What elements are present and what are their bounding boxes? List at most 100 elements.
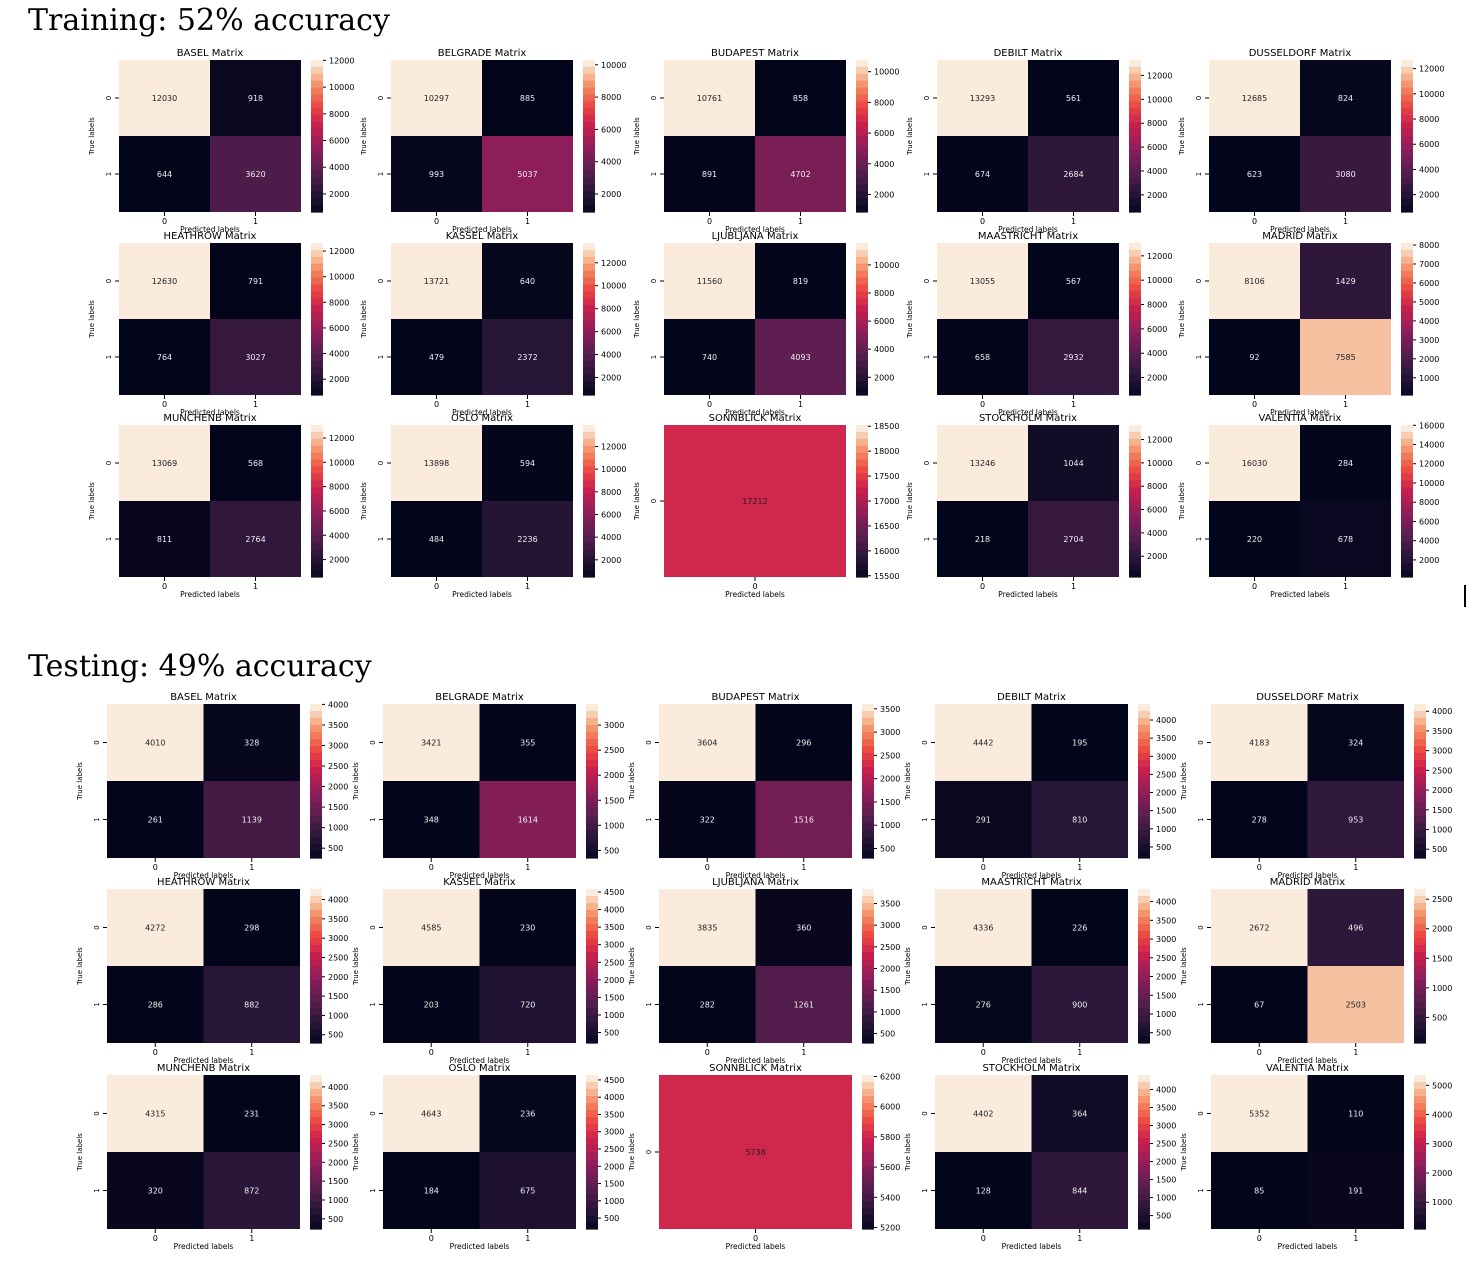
- matrix-cell: [1209, 425, 1300, 501]
- x-axis-label: Predicted labels: [726, 1056, 786, 1065]
- colorbar-segment: [1414, 1159, 1426, 1167]
- colorbar-tick-label: 10000: [329, 83, 354, 92]
- colorbar-tick-label: 1000: [1419, 374, 1439, 383]
- colorbar-segment: [586, 1208, 598, 1216]
- colorbar-segment: [1414, 896, 1426, 904]
- colorbar-tick-label: 5200: [880, 1223, 900, 1232]
- colorbar-segment: [1129, 87, 1141, 96]
- colorbar-tick-label: 12000: [1419, 65, 1444, 74]
- colorbar-tick-label: 3500: [328, 915, 348, 924]
- colorbar-segment: [1129, 535, 1141, 544]
- matrix-heathrow-matrix: HEATHROW Matrix 4272 298 286 882 0 1 True label…: [76, 877, 348, 1065]
- colorbar-segment: [310, 837, 322, 845]
- colorbar-tick-label: 2500: [604, 1145, 624, 1154]
- colorbar-tick-label: 6000: [1147, 506, 1167, 515]
- colorbar-segment: [583, 425, 595, 433]
- colorbar-segment: [862, 1208, 874, 1216]
- colorbar-segment: [311, 360, 323, 368]
- colorbar-segment: [586, 774, 598, 782]
- y-axis-label: True labels: [633, 117, 641, 156]
- y-tick-label: 0: [921, 740, 929, 744]
- colorbar-segment: [862, 903, 874, 911]
- matrix-title: LJUBLJANA Matrix: [712, 877, 799, 888]
- colorbar-segment: [856, 332, 868, 341]
- matrix-title: BUDAPEST Matrix: [711, 48, 799, 59]
- colorbar-tick-label: 12000: [1147, 252, 1172, 261]
- colorbar-segment: [1401, 163, 1413, 172]
- cell-value: 1139: [242, 816, 262, 825]
- y-tick-label: 0: [923, 461, 931, 465]
- colorbar-segment: [862, 1145, 874, 1153]
- colorbar-tick-label: 12000: [1147, 71, 1172, 80]
- cell-value: 13069: [152, 459, 177, 468]
- y-axis-label: True labels: [88, 117, 96, 156]
- colorbar-segment: [586, 718, 598, 726]
- colorbar-segment: [1129, 325, 1141, 334]
- colorbar-segment: [1129, 556, 1141, 564]
- colorbar-segment: [310, 1036, 322, 1044]
- colorbar-tick-label: 8000: [1419, 241, 1439, 250]
- colorbar-segment: [1401, 353, 1413, 362]
- colorbar-segment: [586, 767, 598, 775]
- colorbar-segment: [583, 108, 595, 116]
- cell-value: 348: [424, 816, 439, 825]
- colorbar-segment: [862, 910, 874, 918]
- y-axis-label: True labels: [628, 947, 636, 986]
- colorbar-segment: [311, 156, 323, 165]
- x-axis-label: Predicted labels: [726, 1242, 786, 1251]
- colorbar-segment: [1138, 910, 1150, 918]
- matrix-title: MUNCHENB Matrix: [157, 1063, 250, 1074]
- y-axis-label: True labels: [1180, 1133, 1188, 1172]
- colorbar-segment: [1129, 473, 1141, 481]
- colorbar-segment: [586, 1075, 598, 1083]
- cell-value: 674: [975, 170, 990, 179]
- cell-value: 5037: [517, 170, 537, 179]
- matrix-cell: [1307, 889, 1404, 966]
- matrix-cell: [203, 966, 300, 1043]
- colorbar-segment: [583, 480, 595, 488]
- colorbar-tick-label: 500: [1432, 1013, 1447, 1022]
- colorbar-segment: [310, 739, 322, 747]
- x-axis-label: Predicted labels: [180, 408, 240, 417]
- y-tick-label: 1: [369, 1002, 377, 1006]
- colorbar-segment: [856, 556, 868, 564]
- cell-value: 13898: [424, 459, 449, 468]
- colorbar-tick-label: 1500: [604, 796, 624, 805]
- x-tick-label: 1: [1353, 1234, 1358, 1243]
- colorbar-tick-label: 2000: [601, 190, 621, 199]
- cell-value: 230: [520, 924, 535, 933]
- colorbar-segment: [311, 73, 323, 82]
- matrix-cell: [210, 425, 301, 501]
- colorbar-segment: [1414, 725, 1426, 733]
- cell-value: 2372: [517, 353, 537, 362]
- colorbar-tick-label: 1500: [1432, 806, 1452, 815]
- x-tick-label: 0: [981, 1234, 986, 1243]
- colorbar-segment: [1414, 1015, 1426, 1023]
- colorbar-segment: [583, 319, 595, 327]
- colorbar-segment: [862, 718, 874, 726]
- colorbar-segment: [862, 938, 874, 946]
- matrix-cell: [937, 60, 1028, 136]
- colorbar-segment: [311, 191, 323, 199]
- colorbar-segment: [310, 1096, 322, 1104]
- x-tick-label: 0: [980, 400, 985, 409]
- matrix-cell: [1211, 704, 1308, 781]
- colorbar-tick-label: 5000: [1432, 1081, 1452, 1090]
- x-tick-label: 1: [1071, 400, 1076, 409]
- colorbar-segment: [583, 381, 595, 389]
- cell-value: 764: [157, 353, 172, 362]
- colorbar-segment: [583, 80, 595, 89]
- colorbar-segment: [856, 122, 868, 130]
- matrix-cell: [210, 319, 301, 395]
- matrix-cell: [479, 1075, 576, 1152]
- colorbar-segment: [310, 704, 322, 712]
- colorbar-segment: [586, 823, 598, 831]
- colorbar-segment: [1401, 325, 1413, 334]
- matrix-oslo-matrix: OSLO Matrix 4643 236 184 675 0 1 True labels 0 1 P…: [352, 1063, 624, 1251]
- colorbar-segment: [586, 816, 598, 824]
- colorbar-segment: [856, 374, 868, 382]
- colorbar-segment: [311, 136, 323, 144]
- y-tick-label: 0: [1195, 96, 1203, 100]
- cell-value: 282: [700, 1001, 715, 1010]
